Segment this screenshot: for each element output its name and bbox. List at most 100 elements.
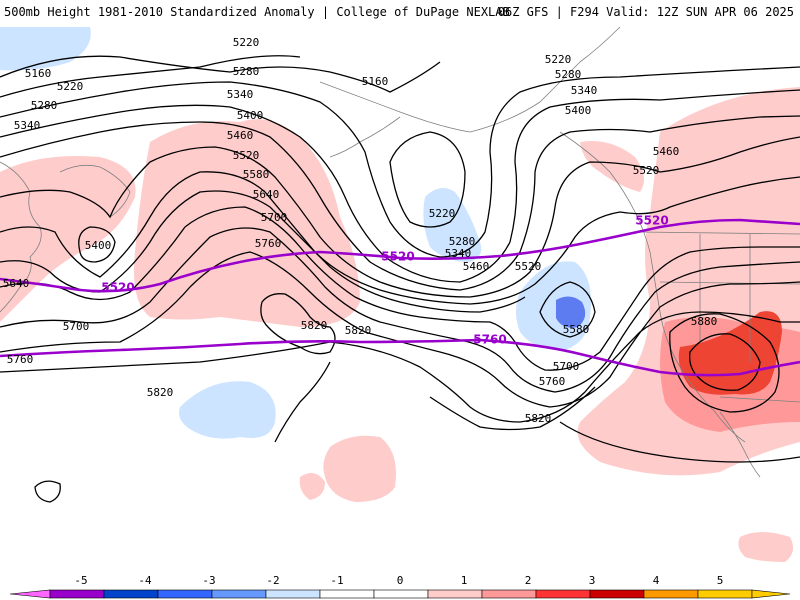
- legend-swatch: [643, 589, 699, 599]
- legend-tick: 3: [589, 574, 596, 587]
- legend-swatch: [157, 589, 213, 599]
- contour-5820-south: [0, 311, 800, 423]
- label-5820: 5820: [147, 386, 174, 399]
- legend-swatch: [319, 589, 375, 599]
- coastlines: [0, 26, 800, 478]
- height-contours: [0, 55, 800, 503]
- contour-5520: [0, 171, 800, 305]
- map-title: 500mb Height 1981-2010 Standardized Anom…: [4, 5, 510, 19]
- contour-5400-low: [78, 226, 116, 263]
- highlight-contours: [0, 218, 800, 377]
- legend-tick: 0: [397, 574, 404, 587]
- label-5460: 5460: [463, 260, 490, 273]
- label-5820: 5820: [345, 324, 372, 337]
- legend-swatch: [481, 589, 537, 599]
- label-5460: 5460: [227, 129, 254, 142]
- contour-5160: [0, 55, 441, 93]
- legend-tick: -3: [202, 574, 215, 587]
- label-5580: 5580: [243, 168, 270, 181]
- label-5280: 5280: [233, 65, 260, 78]
- label-5820: 5820: [525, 412, 552, 425]
- label-5520: 5520: [633, 164, 660, 177]
- label-5520-highlight: 5520: [635, 214, 668, 228]
- run-info: 06Z GFS | F294 Valid: 12Z SUN APR 06 202…: [497, 5, 794, 19]
- contour-5760: [0, 251, 800, 408]
- label-5340: 5340: [445, 247, 472, 260]
- label-5520-highlight: 5520: [381, 250, 414, 264]
- contour-5820-se: [559, 421, 800, 463]
- contour-5820-coast: [274, 361, 331, 443]
- neg-anomaly-south: [179, 381, 276, 439]
- pos-anomaly-se-corner: [738, 532, 794, 562]
- anomaly-color-legend: -5 -4 -3 -2 -1 0 1 2 3 4 5: [9, 574, 791, 599]
- height-labels: 5220 5160 5220 5280 5280 5340 5340 5400 …: [3, 36, 718, 425]
- legend-bar: [9, 589, 791, 599]
- label-5280: 5280: [449, 235, 476, 248]
- contour-5820-east: [429, 386, 596, 431]
- contour-5820-small: [260, 293, 336, 355]
- label-5220: 5220: [57, 80, 84, 93]
- contour-5580: [539, 281, 596, 338]
- label-5460: 5460: [653, 145, 680, 158]
- border-us-mexico: [719, 396, 800, 403]
- label-5160: 5160: [362, 75, 389, 88]
- label-5400: 5400: [565, 104, 592, 117]
- legend-swatch: [49, 589, 105, 599]
- label-5700: 5700: [63, 320, 90, 333]
- label-5880: 5880: [691, 315, 718, 328]
- label-5400: 5400: [85, 239, 112, 252]
- contour-5220-north: [0, 55, 301, 98]
- legend-tick: 2: [525, 574, 532, 587]
- anomaly-map: 5220 5160 5220 5280 5280 5340 5340 5400 …: [0, 22, 800, 574]
- contour-5640: [0, 206, 800, 371]
- legend-ticks: -5 -4 -3 -2 -1 0 1 2 3 4 5: [74, 574, 723, 587]
- contour-5220-loop: [389, 131, 466, 228]
- label-5220: 5220: [429, 207, 456, 220]
- contour-5400: [0, 115, 800, 291]
- label-5220: 5220: [233, 36, 260, 49]
- legend-swatch: [211, 589, 267, 599]
- neg-anomaly-aleutians: [423, 188, 482, 262]
- label-5280: 5280: [31, 99, 58, 112]
- legend-tick: 5: [717, 574, 724, 587]
- neg-anomaly-nw: [0, 27, 91, 71]
- pos-anomaly-bc: [580, 141, 644, 192]
- label-5820: 5820: [301, 319, 328, 332]
- contour-small-sw: [34, 480, 61, 503]
- label-5640: 5640: [253, 188, 280, 201]
- pos-anomaly-japan: [0, 156, 136, 322]
- label-5220: 5220: [545, 53, 572, 66]
- contour-5280: [0, 66, 800, 258]
- label-5760: 5760: [255, 237, 282, 250]
- label-5160: 5160: [25, 67, 52, 80]
- label-5520: 5520: [233, 149, 260, 162]
- label-5580: 5580: [563, 323, 590, 336]
- legend-swatch: [103, 589, 159, 599]
- border-us-canada: [639, 231, 800, 235]
- legend-arrow-left: [9, 589, 51, 599]
- contour-5460: [0, 136, 800, 298]
- legend-swatch: [427, 589, 483, 599]
- highlight-5520: [0, 218, 800, 293]
- legend-swatch: [589, 589, 645, 599]
- legend-swatch: [535, 589, 591, 599]
- legend-tick: 1: [461, 574, 468, 587]
- coastline-baja: [719, 411, 761, 478]
- coastline-asia: [0, 161, 42, 313]
- label-5520-highlight: 5520: [101, 281, 134, 295]
- label-5700: 5700: [553, 360, 580, 373]
- contour-5880: [669, 313, 780, 413]
- anomaly-shading: [0, 27, 800, 562]
- map-header: 500mb Height 1981-2010 Standardized Anom…: [0, 0, 800, 22]
- legend-tick: -1: [330, 574, 343, 587]
- label-5520: 5520: [515, 260, 542, 273]
- pos-anomaly-hawaii: [323, 435, 396, 502]
- contour-5340: [0, 89, 800, 283]
- coastline-west-na: [559, 131, 746, 443]
- legend-swatch: [265, 589, 321, 599]
- legend-tick: -2: [266, 574, 279, 587]
- label-5340: 5340: [571, 84, 598, 97]
- neg-anomaly-low-core: [556, 296, 586, 328]
- legend-swatch: [373, 589, 429, 599]
- label-5340: 5340: [14, 119, 41, 132]
